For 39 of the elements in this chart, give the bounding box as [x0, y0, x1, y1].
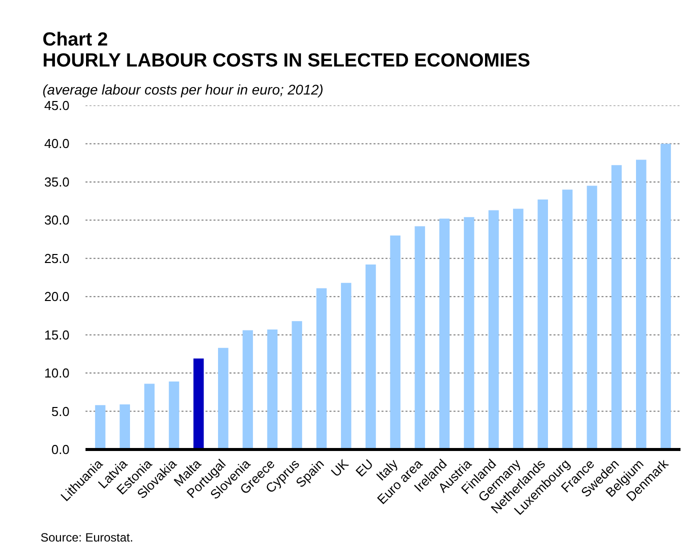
bar	[586, 186, 598, 450]
y-tick-label: 40.0	[44, 136, 70, 152]
bar	[366, 264, 376, 450]
bar	[636, 160, 646, 450]
chart-title: Chart 2 HOURLY LABOUR COSTS IN SELECTED ECONOMIES	[42, 30, 530, 72]
bar	[218, 348, 228, 450]
y-tick-label: 0.0	[51, 442, 70, 457]
y-tick-label: 25.0	[44, 250, 70, 266]
bar	[488, 210, 499, 450]
x-tick-label: UK	[328, 456, 352, 480]
x-tick-label: EU	[352, 456, 376, 480]
y-tick-label: 10.0	[44, 366, 70, 381]
y-tick-label: 30.0	[44, 212, 70, 228]
bar	[611, 165, 622, 450]
y-tick-label: 5.0	[51, 404, 70, 419]
bar	[242, 330, 253, 450]
source-note: Source: Eurostat.	[40, 530, 134, 544]
bar	[513, 208, 524, 450]
y-tick-label: 35.0	[44, 174, 70, 190]
bar	[414, 226, 426, 450]
bar	[168, 381, 180, 450]
bar	[267, 329, 278, 450]
bar	[538, 200, 548, 450]
bar	[316, 288, 327, 450]
bar	[390, 235, 400, 450]
bar	[439, 218, 450, 450]
bar	[464, 217, 474, 450]
y-tick-label: 20.0	[44, 289, 70, 304]
bar	[292, 321, 302, 450]
bar	[562, 190, 573, 450]
bar	[144, 384, 155, 450]
y-tick-label: 45.0	[44, 98, 70, 113]
bar	[340, 282, 352, 450]
chart-subtitle: (average labour costs per hour in euro; 2012)	[42, 82, 324, 98]
bar	[120, 404, 130, 450]
bar	[660, 144, 671, 450]
bar	[193, 358, 204, 450]
y-tick-label: 15.0	[44, 327, 70, 342]
bar	[95, 405, 106, 450]
